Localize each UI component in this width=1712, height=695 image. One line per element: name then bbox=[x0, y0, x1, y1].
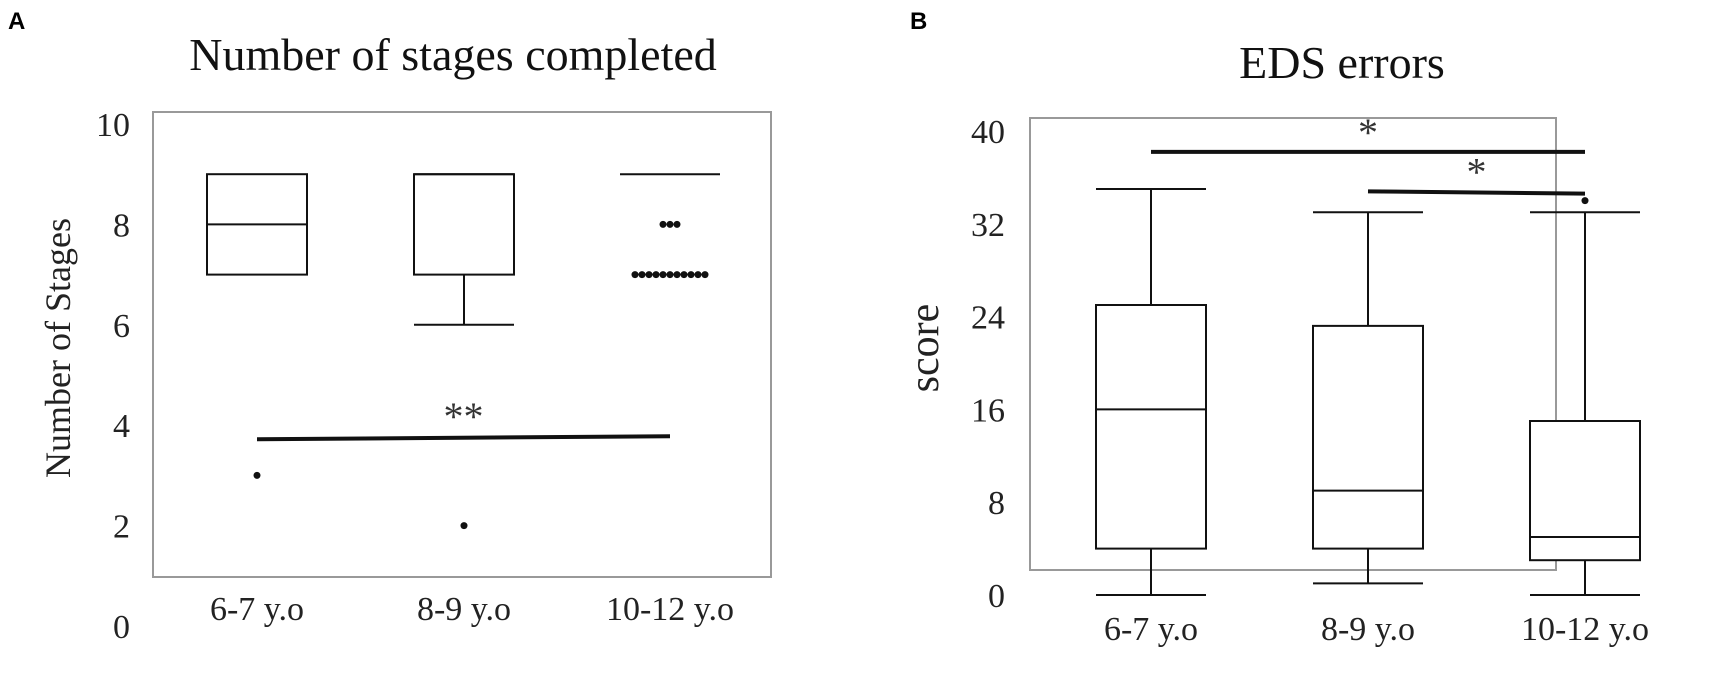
x-tick-label: 10-12 y.o bbox=[1521, 611, 1649, 648]
outlier-point bbox=[680, 271, 688, 279]
plot-area-frame bbox=[152, 111, 772, 578]
panel-letter: A bbox=[8, 8, 25, 35]
outlier-point bbox=[460, 522, 468, 530]
x-tick-label: 6-7 y.o bbox=[210, 591, 304, 628]
outlier-point bbox=[652, 271, 660, 279]
y-tick-label: 8 bbox=[988, 485, 1005, 522]
box-3 bbox=[1529, 197, 1641, 596]
panel-letter: B bbox=[910, 8, 927, 35]
chart-title: Number of stages completed bbox=[189, 29, 717, 80]
x-tick-label: 8-9 y.o bbox=[417, 591, 511, 628]
panel-a: A Number of stages completed Number of Sta… bbox=[8, 8, 772, 646]
box-iqr bbox=[1095, 304, 1207, 550]
chart-title: EDS errors bbox=[1239, 37, 1445, 88]
y-tick-label: 32 bbox=[971, 207, 1005, 244]
outlier-point bbox=[666, 220, 674, 228]
significance-label: ** bbox=[444, 394, 484, 439]
x-tick-label: 10-12 y.o bbox=[606, 591, 734, 628]
box-1 bbox=[206, 173, 308, 479]
significance-label: * bbox=[1358, 110, 1378, 155]
panel-b: B EDS errors score 0 8 16 24 32 40 6-7 y.o 8-9 y.o… bbox=[902, 8, 1649, 648]
outlier-point bbox=[694, 271, 702, 279]
outlier-point bbox=[666, 271, 674, 279]
y-tick-label: 16 bbox=[971, 392, 1005, 429]
outlier-point bbox=[687, 271, 695, 279]
outlier-point bbox=[659, 271, 667, 279]
y-tick-label: 2 bbox=[113, 509, 130, 546]
significance-bar bbox=[1367, 189, 1586, 196]
x-tick-label: 8-9 y.o bbox=[1321, 611, 1415, 648]
outlier-point bbox=[1581, 197, 1589, 205]
outlier-point bbox=[673, 220, 681, 228]
outlier-point bbox=[631, 271, 639, 279]
outlier-point bbox=[673, 271, 681, 279]
outlier-point bbox=[253, 471, 261, 479]
y-axis-label: Number of Stages bbox=[38, 218, 78, 478]
outlier-point bbox=[638, 271, 646, 279]
box-iqr bbox=[1312, 324, 1424, 550]
box-2 bbox=[413, 173, 515, 530]
significance-bar bbox=[256, 434, 671, 442]
y-tick-label: 6 bbox=[113, 308, 130, 345]
significance-label: * bbox=[1467, 149, 1487, 194]
x-tick-label: 6-7 y.o bbox=[1104, 611, 1198, 648]
outlier-point bbox=[701, 271, 709, 279]
y-tick-label: 4 bbox=[113, 408, 130, 445]
y-axis-label: score bbox=[902, 304, 948, 393]
y-tick-label: 0 bbox=[988, 578, 1005, 615]
outlier-point bbox=[659, 220, 667, 228]
y-tick-label: 10 bbox=[96, 107, 130, 144]
y-tick-label: 40 bbox=[971, 114, 1005, 151]
outlier-point bbox=[645, 271, 653, 279]
box-iqr bbox=[413, 173, 515, 276]
y-tick-label: 8 bbox=[113, 207, 130, 244]
box-2 bbox=[1312, 211, 1424, 585]
plot-area-frame bbox=[1029, 117, 1557, 571]
box-iqr bbox=[1529, 420, 1641, 562]
y-tick-label: 0 bbox=[113, 609, 130, 646]
box-3 bbox=[620, 173, 720, 279]
box-1 bbox=[1095, 188, 1207, 596]
y-tick-label: 24 bbox=[971, 300, 1005, 337]
